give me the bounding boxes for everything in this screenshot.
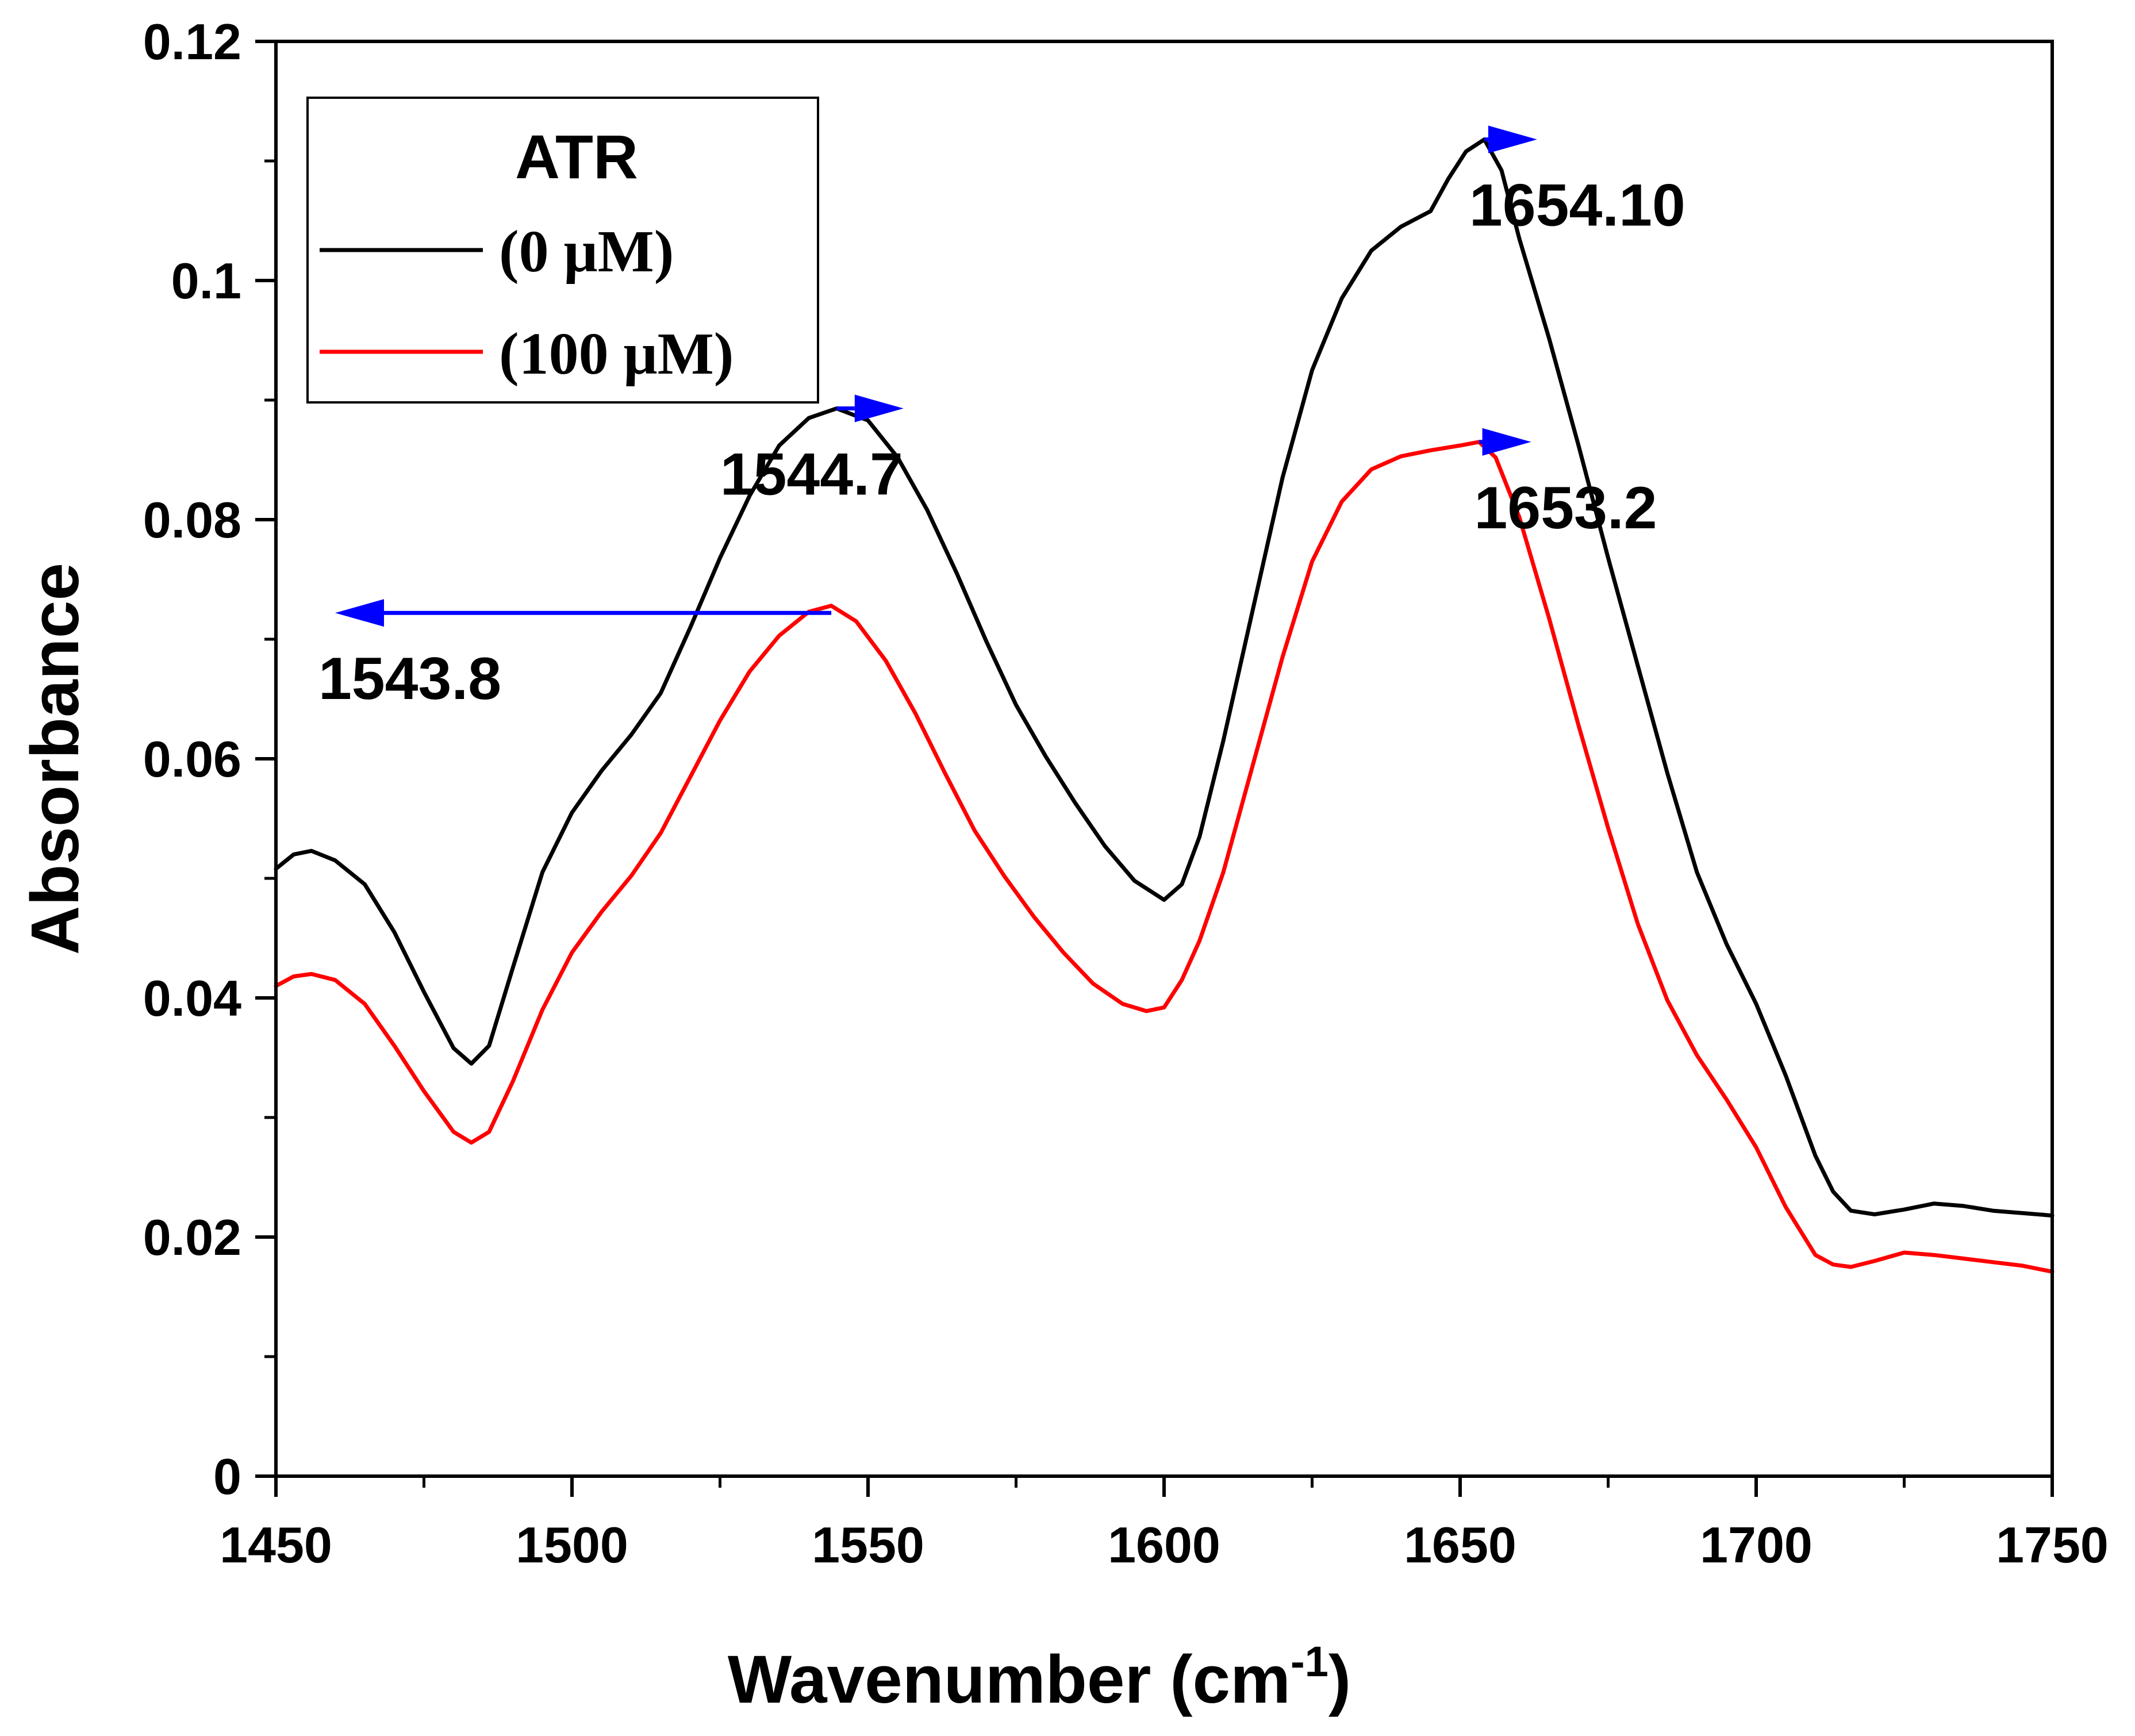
- y-tick-label: 0: [213, 1448, 241, 1505]
- y-tick-label: 0.1: [171, 252, 241, 309]
- y-axis-title: Absorbance: [17, 563, 93, 955]
- axes: 1450 1500 1550 1600 1650 1700 1750 0 0.02 0.04 0.0…: [143, 13, 2109, 1573]
- plot-area: [274, 137, 2055, 1274]
- x-tick-label: 1750: [1996, 1516, 2109, 1573]
- x-axis-title-close: ): [1328, 1642, 1351, 1718]
- y-tick-label: 0.12: [143, 13, 241, 70]
- legend-title: ATR: [515, 122, 638, 191]
- peak-annotations: 1654.10 1544.7 1653.2 1543.8: [318, 125, 1685, 712]
- y-tick-label: 0.06: [143, 731, 241, 788]
- x-tick-label: 1600: [1108, 1516, 1220, 1573]
- legend-label-100-um: (100 μM): [499, 321, 734, 387]
- x-tick-label: 1550: [812, 1516, 924, 1573]
- x-tick-label: 1500: [516, 1516, 628, 1573]
- series-line-1: [274, 440, 2055, 1274]
- x-axis-title: Wavenumber (cm-1): [728, 1638, 1351, 1718]
- x-axis-title-main: Wavenumber (cm: [728, 1642, 1291, 1718]
- annotation-arrowhead: [1488, 125, 1537, 153]
- annotation-label: 1544.7: [720, 441, 903, 508]
- x-tick-label: 1650: [1404, 1516, 1516, 1573]
- y-tick-label: 0.02: [143, 1209, 241, 1266]
- annotation-arrowhead: [1482, 428, 1531, 456]
- annotation-label: 1543.8: [318, 646, 501, 712]
- annotation-label: 1653.2: [1474, 475, 1657, 541]
- series-line-0: [274, 137, 2055, 1218]
- x-axis-title-superscript: -1: [1291, 1638, 1328, 1685]
- x-tick-label: 1700: [1700, 1516, 1813, 1573]
- legend: ATR (0 μM) (100 μM): [306, 97, 819, 404]
- x-tick-label: 1450: [220, 1516, 332, 1573]
- y-tick-label: 0.04: [143, 970, 241, 1027]
- annotation-arrowhead: [854, 394, 904, 423]
- y-tick-label: 0.08: [143, 491, 241, 548]
- annotation-arrowhead: [335, 599, 384, 627]
- legend-label-0-um: (0 μM): [499, 218, 674, 285]
- annotation-label: 1654.10: [1469, 172, 1685, 239]
